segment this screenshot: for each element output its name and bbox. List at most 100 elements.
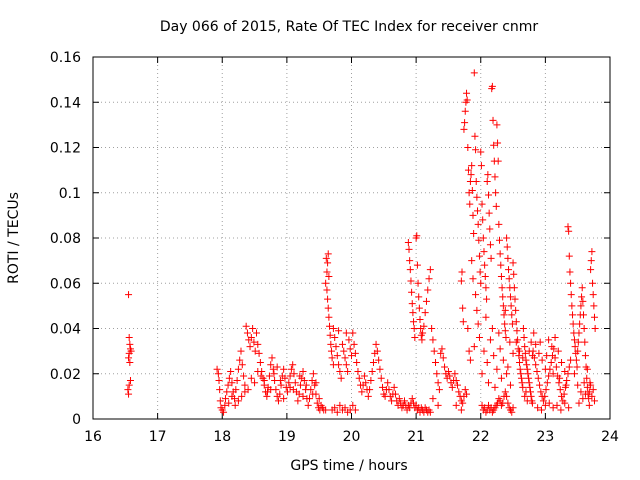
data-point [539, 397, 547, 405]
data-point [253, 329, 261, 337]
data-point [560, 390, 568, 398]
y-tick-label: 0.04 [50, 322, 81, 338]
data-point [497, 261, 505, 269]
data-point [422, 297, 430, 305]
data-point [240, 372, 248, 380]
data-point [325, 313, 333, 321]
data-point [543, 352, 551, 360]
data-point [543, 379, 551, 387]
data-point [507, 302, 515, 310]
data-point [495, 220, 503, 228]
data-point [324, 304, 332, 312]
data-point [512, 318, 520, 326]
data-point [565, 227, 573, 235]
data-point [509, 404, 517, 412]
data-point [553, 401, 561, 409]
data-point [326, 322, 334, 330]
data-point [517, 370, 525, 378]
data-point [530, 329, 538, 337]
data-point [517, 374, 525, 382]
data-point [300, 377, 308, 385]
data-point [537, 388, 545, 396]
data-point [577, 388, 585, 396]
data-point [428, 325, 436, 332]
data-point [309, 370, 317, 378]
data-point [551, 354, 559, 362]
data-point [533, 367, 541, 375]
data-point [348, 352, 355, 360]
data-point [221, 395, 229, 403]
data-point [324, 295, 332, 303]
data-point [241, 388, 249, 396]
data-point [466, 200, 474, 208]
data-point [579, 395, 587, 403]
data-point [368, 367, 376, 375]
axis-ticks [92, 56, 611, 420]
data-point [400, 397, 408, 405]
data-point [516, 347, 524, 355]
data-point [231, 401, 239, 409]
y-tick-label: 0.12 [50, 141, 81, 157]
data-point [257, 372, 265, 380]
data-point [469, 275, 477, 283]
data-point [492, 189, 500, 197]
data-point [286, 383, 294, 391]
data-point [464, 166, 472, 174]
data-point [588, 248, 596, 256]
data-point [477, 162, 485, 170]
data-point [464, 144, 472, 151]
data-point [349, 401, 357, 409]
data-point [408, 300, 416, 308]
data-point [581, 390, 589, 398]
data-point [247, 374, 255, 382]
data-point [575, 329, 583, 337]
data-point [518, 379, 526, 387]
data-point [494, 139, 502, 147]
data-point [567, 291, 575, 299]
x-tick-label: 24 [601, 429, 619, 445]
data-point [519, 354, 527, 362]
data-point [486, 241, 494, 249]
data-point [225, 374, 233, 382]
data-point [452, 401, 460, 409]
data-point [213, 365, 221, 373]
data-point [470, 229, 478, 237]
data-point [504, 363, 512, 371]
data-point [530, 354, 538, 362]
data-point [408, 395, 416, 403]
data-point [315, 395, 323, 403]
data-point [501, 327, 509, 335]
data-point [126, 377, 134, 385]
data-point [289, 361, 297, 369]
data-point [490, 141, 498, 149]
data-point [267, 361, 275, 369]
data-point [216, 397, 224, 405]
axis-tick-labels: 16 17 18 19 20 21 22 23 24 0 0.02 0.04 0.06 0.08 0.1 0.… [50, 50, 619, 445]
data-point [459, 318, 467, 326]
data-point [468, 162, 476, 170]
data-point [472, 177, 480, 185]
data-points [124, 69, 599, 416]
data-point [585, 401, 593, 409]
data-point [536, 381, 544, 389]
data-point [246, 343, 254, 351]
data-point [481, 272, 489, 280]
data-point [571, 343, 579, 351]
data-point [490, 352, 498, 360]
data-point [341, 354, 349, 362]
data-point [489, 116, 497, 124]
data-point [419, 329, 427, 337]
data-point [313, 399, 321, 407]
data-point [556, 374, 564, 382]
data-point [333, 408, 341, 416]
data-point [549, 370, 557, 378]
data-point [510, 284, 518, 292]
data-point [558, 358, 566, 366]
data-point [527, 338, 535, 346]
x-tick-label: 22 [472, 429, 490, 445]
data-point [509, 349, 517, 357]
data-point [482, 284, 490, 292]
data-point [232, 386, 240, 394]
data-point [480, 248, 488, 256]
